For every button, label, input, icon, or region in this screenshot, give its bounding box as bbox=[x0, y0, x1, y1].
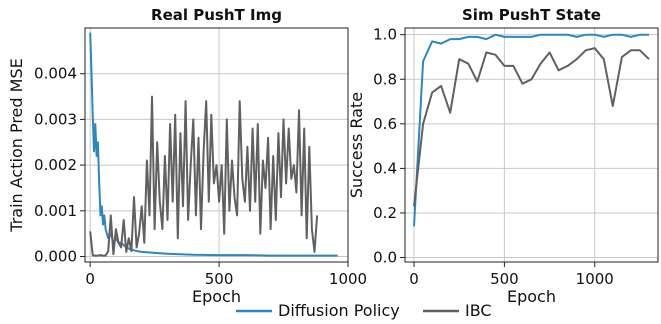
series-line-ibc bbox=[89, 95, 319, 257]
legend-label-ibc: IBC bbox=[465, 301, 492, 320]
x-tick-label: 0 bbox=[409, 270, 419, 288]
series-group bbox=[413, 33, 650, 227]
x-axis-label: Epoch bbox=[507, 287, 556, 306]
y-tick-label: 0.000 bbox=[34, 248, 77, 266]
y-axis-label: Success Rate bbox=[347, 92, 366, 198]
chart-title: Sim PushT State bbox=[462, 6, 601, 24]
x-tick-label: 500 bbox=[490, 270, 519, 288]
axes-frame bbox=[84, 27, 349, 263]
series-group bbox=[89, 32, 338, 257]
legend: Diffusion Policy IBC bbox=[236, 301, 492, 320]
x-tick-label: 0 bbox=[85, 270, 95, 288]
legend-label-diffusion-policy: Diffusion Policy bbox=[278, 301, 400, 320]
y-tick-label: 0.002 bbox=[34, 156, 77, 174]
x-tick-label: 500 bbox=[205, 270, 234, 288]
y-tick-label: 0.0 bbox=[373, 249, 397, 267]
y-tick-label: 0.001 bbox=[34, 202, 77, 220]
x-tick-label: 1000 bbox=[576, 270, 614, 288]
y-tick-label: 0.003 bbox=[34, 110, 77, 128]
x-tick-label: 1000 bbox=[329, 270, 367, 288]
y-tick-label: 0.2 bbox=[373, 204, 397, 222]
y-axis-label: Train Action Pred MSE bbox=[7, 58, 26, 232]
axes-frame bbox=[404, 27, 659, 263]
y-tick-label: 1.0 bbox=[373, 26, 397, 44]
y-tick-label: 0.6 bbox=[373, 115, 397, 133]
series-line-diffusion-policy bbox=[413, 33, 649, 227]
x-axis-label: Epoch bbox=[192, 287, 241, 306]
y-tick-label: 0.4 bbox=[373, 159, 397, 177]
chart-real-pusht-img: 0 500 1000 0.000 0.001 0.002 0.003 0.004 Real Pu… bbox=[7, 6, 367, 306]
chart-sim-pusht-state: 0 500 1000 0.0 0.2 0.4 0.6 0.8 1.0 Sim PushT Stat… bbox=[347, 6, 659, 306]
series-line-ibc bbox=[413, 47, 650, 207]
y-tick-label: 0.8 bbox=[373, 70, 397, 88]
chart-title: Real PushT Img bbox=[151, 6, 282, 24]
y-tick-label: 0.004 bbox=[34, 65, 77, 83]
